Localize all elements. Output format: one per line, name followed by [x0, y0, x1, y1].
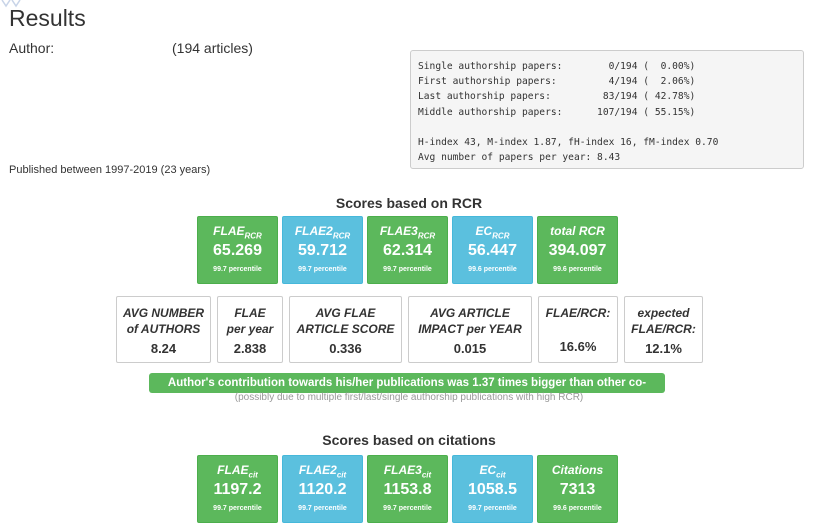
cit-tile-flae3: FLAE3cit 1153.8 99.7 percentile — [367, 455, 448, 523]
author-label: Author: — [9, 40, 55, 56]
tile-percentile: 99.7 percentile — [383, 505, 432, 512]
metric-label: AVG NUMBER of AUTHORS — [122, 306, 205, 336]
metric-avg-authors: AVG NUMBER of AUTHORS 8.24 — [116, 296, 211, 363]
stats-line-single: Single authorship papers: 0/194 ( 0.00%) — [418, 61, 696, 72]
tile-label: FLAERCR — [213, 224, 262, 241]
stats-indices: H-index 43, M-index 1.87, fH-index 16, f… — [418, 136, 719, 148]
metric-value: 0.336 — [329, 341, 362, 356]
article-count: (194 articles) — [172, 40, 253, 56]
contribution-badge: Author's contribution towards his/her pu… — [149, 373, 665, 409]
tile-percentile: 99.6 percentile — [468, 266, 517, 273]
tile-percentile: 99.7 percentile — [298, 266, 347, 273]
tile-percentile: 99.6 percentile — [553, 266, 602, 273]
tile-percentile: 99.7 percentile — [468, 505, 517, 512]
tile-label: FLAE2cit — [298, 463, 347, 480]
tile-value: 1120.2 — [298, 481, 347, 498]
metric-label: expected FLAE/RCR: — [631, 306, 696, 336]
logo-fragment-icon — [1, 0, 21, 8]
stats-avg-papers: Avg number of papers per year: 8.43 — [418, 152, 621, 164]
citation-score-tiles: FLAEcit 1197.2 99.7 percentile FLAE2cit … — [197, 455, 618, 523]
stats-line-first: First authorship papers: 4/194 ( 2.06%) — [418, 76, 696, 88]
tile-value: 7313 — [559, 481, 596, 498]
rcr-tile-total: total RCR 394.097 99.6 percentile — [537, 216, 618, 284]
tile-value: 62.314 — [383, 242, 432, 259]
tile-value: 1058.5 — [468, 481, 517, 498]
rcr-tile-flae3: FLAE3RCR 62.314 99.7 percentile — [367, 216, 448, 284]
tile-percentile: 99.7 percentile — [213, 266, 262, 273]
tile-value: 1153.8 — [383, 481, 432, 498]
metric-expected-flae-rcr: expected FLAE/RCR: 12.1% — [624, 296, 703, 363]
metric-label: AVG ARTICLE IMPACT per YEAR — [418, 306, 522, 336]
tile-label: FLAEcit — [217, 463, 258, 480]
tile-percentile: 99.7 percentile — [298, 505, 347, 512]
citations-section-heading: Scores based on citations — [322, 432, 496, 448]
tile-label: FLAE3RCR — [379, 224, 436, 241]
page-title: Results — [9, 5, 86, 31]
tile-value: 394.097 — [548, 242, 607, 259]
metric-value: 0.015 — [453, 341, 487, 356]
metric-value: 12.1% — [645, 341, 682, 356]
metric-label: FLAE per year — [226, 306, 274, 336]
metric-avg-flae-score: AVG FLAE ARTICLE SCORE 0.336 — [289, 296, 402, 363]
authorship-stats-box: Single authorship papers: 0/194 ( 0.00%)… — [410, 50, 804, 169]
tile-label: total RCR — [550, 224, 605, 238]
cit-tile-ec: ECcit 1058.5 99.7 percentile — [452, 455, 533, 523]
metric-flae-per-year: FLAE per year 2.838 — [217, 296, 283, 363]
tile-percentile: 99.7 percentile — [383, 266, 432, 273]
contribution-note: (possibly due to multiple first/last/sin… — [234, 392, 584, 403]
tile-value: 56.447 — [468, 242, 517, 259]
cit-tile-citations: Citations 7313 99.6 percentile — [537, 455, 618, 523]
rcr-tile-flae2: FLAE2RCR 59.712 99.7 percentile — [282, 216, 363, 284]
tile-label: FLAE3cit — [383, 463, 432, 480]
metric-label: FLAE/RCR: — [545, 306, 611, 320]
metric-value: 8.24 — [150, 341, 177, 356]
tile-value: 1197.2 — [213, 481, 262, 498]
tile-percentile: 99.7 percentile — [213, 505, 262, 512]
cit-tile-flae2: FLAE2cit 1120.2 99.7 percentile — [282, 455, 363, 523]
metric-flae-rcr: FLAE/RCR: 16.6% — [538, 296, 618, 363]
metric-avg-article-impact: AVG ARTICLE IMPACT per YEAR 0.015 — [408, 296, 532, 363]
published-range: Published between 1997-2019 (23 years) — [9, 164, 211, 176]
tile-value: 65.269 — [213, 242, 262, 259]
stats-line-middle: Middle authorship papers: 107/194 ( 55.1… — [418, 106, 696, 118]
rcr-section-heading: Scores based on RCR — [335, 195, 483, 211]
rcr-score-tiles: FLAERCR 65.269 99.7 percentile FLAE2RCR … — [197, 216, 618, 284]
tile-label: ECcit — [479, 463, 506, 480]
metric-value: 16.6% — [559, 339, 597, 354]
metric-label: AVG FLAE ARTICLE SCORE — [296, 306, 395, 336]
tile-label: FLAE2RCR — [294, 224, 351, 241]
tile-label: ECRCR — [475, 224, 510, 241]
metric-boxes: AVG NUMBER of AUTHORS 8.24 FLAE per year 2… — [116, 296, 703, 363]
rcr-tile-ec: ECRCR 56.447 99.6 percentile — [452, 216, 533, 284]
tile-value: 59.712 — [298, 242, 347, 259]
metric-value: 2.838 — [233, 341, 267, 356]
tile-label: Citations — [551, 463, 604, 477]
rcr-tile-flae: FLAERCR 65.269 99.7 percentile — [197, 216, 278, 284]
cit-tile-flae: FLAEcit 1197.2 99.7 percentile — [197, 455, 278, 523]
stats-line-last: Last authorship papers: 83/194 ( 42.78%) — [418, 91, 696, 103]
tile-percentile: 99.6 percentile — [553, 505, 602, 512]
